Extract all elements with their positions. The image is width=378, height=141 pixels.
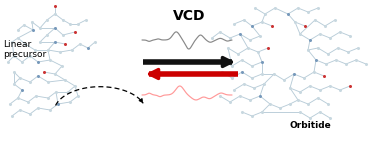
Text: VCD: VCD — [173, 9, 205, 23]
Text: Orbitide: Orbitide — [289, 121, 331, 130]
Text: Linear
precursor: Linear precursor — [3, 40, 46, 59]
